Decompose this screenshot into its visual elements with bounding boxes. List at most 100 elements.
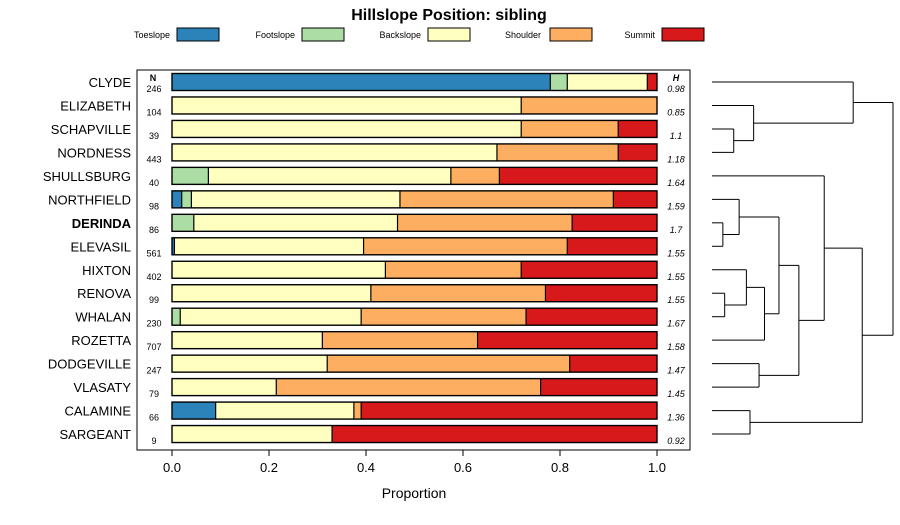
h-value-nordness: 1.18 xyxy=(667,154,685,164)
bar-outline-whalan xyxy=(171,307,658,326)
bar-segment-renova-backslope xyxy=(172,284,371,302)
bar-outline-rozetta xyxy=(171,330,658,350)
bar-segment-nordness-summit xyxy=(618,143,657,161)
bar-segment-vlasaty-summit xyxy=(540,378,657,396)
h-value-shullsburg: 1.64 xyxy=(667,178,685,188)
bar-row-northfield: NORTHFIELD 98 1.59 xyxy=(48,190,685,211)
bar-segment-nordness-backslope xyxy=(172,143,497,161)
row-label-calamine: CALAMINE xyxy=(65,404,132,419)
row-label-rozetta: ROZETTA xyxy=(71,333,131,348)
row-label-elizabeth: ELIZABETH xyxy=(60,98,131,113)
bar-outline-elevasil xyxy=(171,237,658,256)
h-value-sargeant: 0.92 xyxy=(667,436,685,446)
bar-segment-nordness-shoulder xyxy=(496,143,619,161)
row-label-sargeant: SARGEANT xyxy=(59,427,131,442)
h-value-dodgeville: 1.47 xyxy=(667,366,686,376)
h-value-schapville: 1.1 xyxy=(670,131,683,141)
bar-outline-calamine xyxy=(171,401,658,420)
dendrogram-merge-c6 xyxy=(712,292,726,318)
n-value-vlasaty: 79 xyxy=(149,389,159,399)
legend-swatch-footslope xyxy=(301,27,345,42)
bar-row-schapville: SCHAPVILLE 39 1.1 xyxy=(51,119,683,141)
n-value-elevasil: 561 xyxy=(146,248,161,258)
n-value-calamine: 66 xyxy=(149,413,159,423)
bar-segment-northfield-shoulder xyxy=(399,190,614,208)
bar-segment-dodgeville-shoulder xyxy=(327,355,570,373)
dendrogram-merge-c10 xyxy=(712,363,760,388)
bar-segment-elevasil-backslope xyxy=(174,237,364,255)
bar-outline-schapville xyxy=(171,119,658,139)
dendrogram-merge-c1 xyxy=(712,128,735,153)
legend-label-shoulder: Shoulder xyxy=(505,30,541,40)
bar-row-sargeant: SARGEANT 9 0.92 xyxy=(59,424,685,446)
legend-swatch-backslope xyxy=(427,27,471,42)
legend-label-footslope: Footslope xyxy=(255,30,295,40)
bar-segment-calamine-summit xyxy=(361,402,657,420)
bar-segment-whalan-shoulder xyxy=(361,308,527,326)
bar-row-derinda: DERINDA 86 1.7 xyxy=(72,213,683,235)
bar-rows: CLYDE 246 0.98 ELIZABETH 104 0.85 SCHAPVILLE 39… xyxy=(43,72,686,446)
bar-segment-whalan-footslope xyxy=(172,308,181,326)
bar-row-vlasaty: VLASATY 79 1.45 xyxy=(73,377,686,399)
n-value-derinda: 86 xyxy=(149,225,159,235)
dendrogram-merge-c12 xyxy=(712,175,825,321)
n-value-schapville: 39 xyxy=(149,131,159,141)
row-label-northfield: NORTHFIELD xyxy=(48,192,131,207)
bar-segment-calamine-toeslope xyxy=(172,402,216,420)
bar-segment-clyde-toeslope xyxy=(172,73,551,91)
bar-segment-clyde-backslope xyxy=(567,73,648,91)
n-column-header: N xyxy=(150,73,157,83)
bar-row-elevasil: ELEVASIL 561 1.55 xyxy=(71,237,686,258)
row-label-nordness: NORDNESS xyxy=(57,145,131,160)
n-value-renova: 99 xyxy=(149,295,159,305)
x-tick-label: 0.4 xyxy=(357,460,375,475)
bar-segment-schapville-summit xyxy=(618,120,657,138)
plot-frame xyxy=(136,69,691,451)
bar-segment-renova-summit xyxy=(545,284,657,302)
bar-row-calamine: CALAMINE 66 1.36 xyxy=(65,401,685,423)
bar-row-whalan: WHALAN 230 1.67 xyxy=(75,307,686,329)
bar-segment-derinda-summit xyxy=(572,214,657,232)
h-value-elizabeth: 0.85 xyxy=(667,107,686,117)
row-label-derinda: DERINDA xyxy=(72,216,132,231)
bar-outline-derinda xyxy=(171,213,658,233)
row-label-vlasaty: VLASATY xyxy=(73,380,131,395)
legend: Toeslope Footslope Backslope Shoulder Summit xyxy=(134,27,705,42)
dendrogram-merge-c3 xyxy=(712,81,854,124)
n-value-whalan: 230 xyxy=(146,319,161,329)
h-column-header: H xyxy=(673,73,680,83)
chart-title: Hillslope Position: sibling xyxy=(351,7,547,24)
bar-row-rozetta: ROZETTA 707 1.58 xyxy=(71,330,685,352)
bar-segment-shullsburg-shoulder xyxy=(450,167,500,185)
bar-segment-rozetta-backslope xyxy=(172,331,323,349)
bar-segment-sargeant-backslope xyxy=(172,425,333,443)
bar-segment-elevasil-toeslope xyxy=(172,237,175,255)
bar-segment-rozetta-shoulder xyxy=(322,331,478,349)
bar-segment-derinda-shoulder xyxy=(397,214,573,232)
bar-segment-shullsburg-summit xyxy=(499,167,657,185)
x-tick-label: 1.0 xyxy=(648,460,666,475)
bar-row-clyde: CLYDE 246 0.98 xyxy=(89,72,685,94)
dendrogram-merge-c13 xyxy=(712,410,751,435)
dendrogram-merge-c8 xyxy=(712,286,765,341)
dendrogram-merge-c5 xyxy=(712,198,740,236)
bar-segment-whalan-summit xyxy=(526,308,657,326)
legend-label-toeslope: Toeslope xyxy=(134,30,170,40)
h-value-clyde: 0.98 xyxy=(667,84,685,94)
dendrogram-merge-c7 xyxy=(712,269,747,306)
legend-swatch-shoulder xyxy=(549,27,593,42)
h-value-elevasil: 1.55 xyxy=(667,248,686,258)
n-value-shullsburg: 40 xyxy=(149,178,159,188)
row-label-shullsburg: SHULLSBURG xyxy=(43,169,131,184)
h-value-hixton: 1.55 xyxy=(667,272,686,282)
bar-outline-nordness xyxy=(171,143,658,162)
bar-row-nordness: NORDNESS 443 1.18 xyxy=(57,143,685,164)
bar-segment-vlasaty-shoulder xyxy=(276,378,541,396)
bar-segment-vlasaty-backslope xyxy=(172,378,277,396)
n-value-clyde: 246 xyxy=(146,84,161,94)
h-value-renova: 1.55 xyxy=(667,295,686,305)
bar-outline-dodgeville xyxy=(171,354,658,373)
bar-segment-hixton-backslope xyxy=(172,261,386,279)
